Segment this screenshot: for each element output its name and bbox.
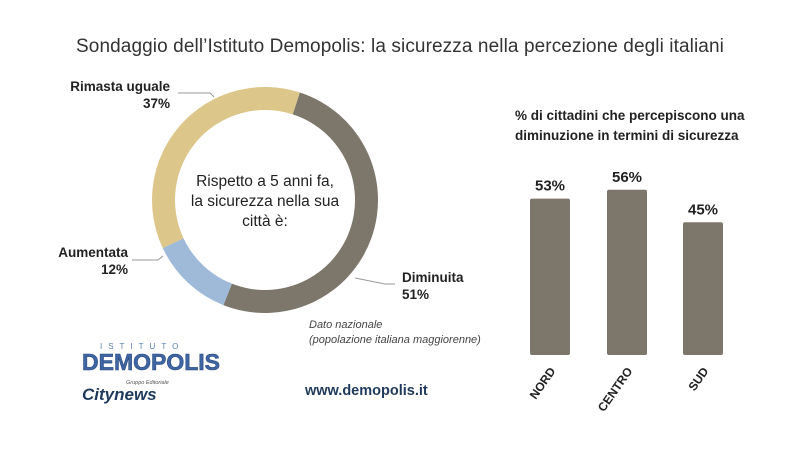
bar-nord [530, 198, 570, 355]
bar-value-label: 56% [612, 169, 642, 186]
center-line-2: la sicurezza nella sua [190, 193, 340, 210]
slice-label-diminuita: Diminuita 51% [402, 269, 502, 303]
logo-main-text: DEMOPOLIS [82, 349, 220, 375]
bar-centro [607, 189, 647, 355]
bar-value-label: 53% [535, 178, 565, 195]
center-line-3: città è: [242, 213, 288, 230]
slice-label-aumentata: Aumentata 12% [30, 244, 128, 278]
donut-center-text: Rispetto a 5 anni fa, la sicurezza nella… [185, 172, 345, 232]
logo2-small-text: Gruppo Editoriale [126, 380, 169, 386]
slice-name-uguale: Rimasta uguale [70, 79, 170, 94]
citynews-logo: Gruppo Editoriale Citynews [82, 380, 169, 404]
page-title: Sondaggio dell’Istituto Demopolis: la si… [76, 36, 724, 57]
bar-title-line-2: diminuzione in termini di sicurezza [515, 128, 739, 143]
bar-sud [683, 222, 723, 355]
bar-title-line-1: % di cittadini che percepiscono una [515, 108, 745, 123]
donut-slice-diminuita [223, 92, 379, 314]
donut-slice-uguale [152, 87, 300, 249]
logo2-main-text: Citynews [82, 385, 157, 404]
slice-name-diminuita: Diminuita [402, 270, 464, 285]
slice-name-aumentata: Aumentata [58, 245, 128, 260]
bar-chart-title: % di cittadini che percepiscono una dimi… [515, 106, 755, 146]
bar-value-label: 45% [688, 201, 718, 218]
donut-slice-aumentata [162, 238, 232, 306]
demopolis-logo: ISTITUTO DEMOPOLIS [82, 342, 221, 375]
footnote: Dato nazionale (popolazione italiana mag… [309, 318, 481, 348]
footnote-line-1: Dato nazionale [309, 319, 383, 331]
slice-value-uguale: 37% [142, 96, 170, 111]
bar-category-label: SUD [685, 364, 711, 393]
center-line-1: Rispetto a 5 anni fa, [196, 173, 334, 190]
logo-top-text: ISTITUTO [100, 342, 184, 351]
bar-category-label: NORD [527, 364, 559, 401]
leader-line-uguale [178, 92, 215, 98]
slice-label-uguale: Rimasta uguale 37% [60, 78, 170, 112]
slice-value-aumentata: 12% [100, 262, 128, 277]
slice-value-diminuita: 51% [402, 287, 430, 302]
leader-line-aumentata [132, 255, 164, 261]
website-link[interactable]: www.demopolis.it [305, 383, 428, 399]
leader-line-diminuita [354, 277, 395, 285]
footnote-line-2: (popolazione italiana maggiorenne) [309, 334, 481, 346]
bar-category-label: CENTRO [595, 365, 636, 415]
